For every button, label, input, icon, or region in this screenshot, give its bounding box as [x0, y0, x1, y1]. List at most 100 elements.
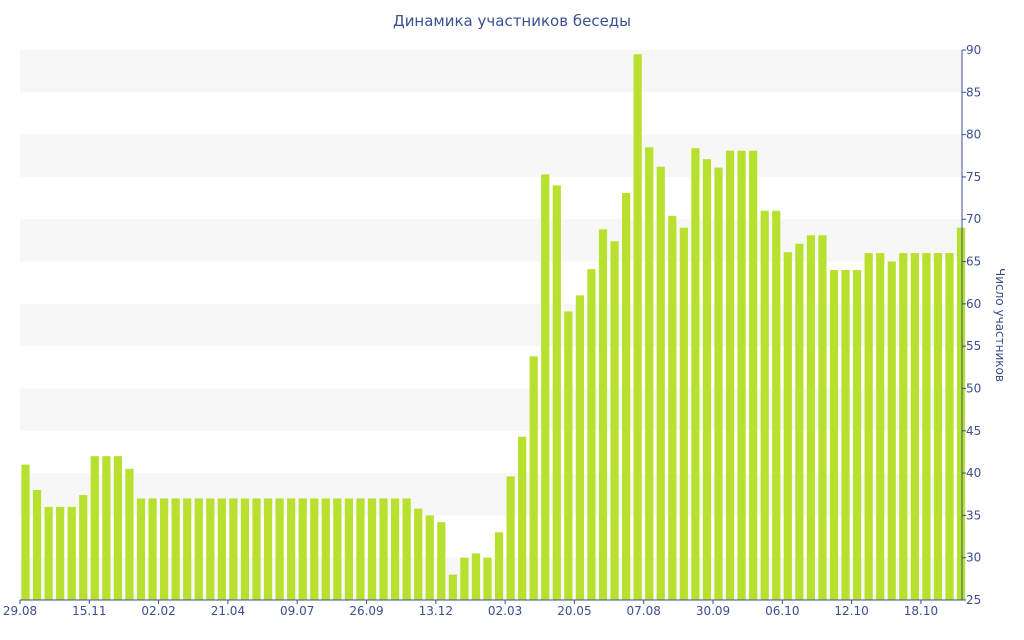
x-tick-label: 02.03 [488, 604, 522, 618]
bar [633, 54, 642, 601]
bar [44, 506, 53, 600]
bar [414, 508, 423, 600]
y-tick-label: 60 [966, 297, 981, 311]
x-tick-label: 07.08 [627, 604, 661, 618]
bar [275, 498, 284, 600]
x-tick-label: 30.09 [696, 604, 730, 618]
grid-bands [20, 50, 962, 600]
x-tick-label: 15.11 [72, 604, 106, 618]
bar [113, 456, 122, 600]
bar [79, 495, 88, 600]
bar [32, 490, 42, 600]
bar [806, 235, 815, 600]
bar [656, 166, 665, 600]
chart-title: Динамика участников беседы [392, 12, 632, 30]
bar [506, 476, 515, 600]
x-tick-label: 20.05 [557, 604, 591, 618]
y-tick-label: 65 [966, 255, 981, 269]
y-tick-label: 40 [966, 466, 981, 480]
bar [622, 193, 631, 600]
bar [795, 243, 804, 600]
bar [887, 261, 896, 600]
bar [829, 270, 839, 600]
y-axis-ticks: 25 30 35 40 45 50 55 60 65 70 75 80 85 90 [962, 43, 981, 607]
bar [552, 185, 561, 600]
x-tick-label: 12.10 [834, 604, 868, 618]
bar [575, 295, 584, 600]
bar [287, 498, 296, 600]
y-tick-label: 35 [966, 508, 981, 522]
bar [587, 269, 596, 600]
bar [691, 148, 700, 600]
bar [263, 498, 273, 600]
bar [229, 498, 238, 600]
y-tick-label: 30 [966, 551, 981, 565]
bar [102, 456, 111, 600]
axes [20, 50, 963, 601]
x-tick-label: 29.08 [3, 604, 37, 618]
bar [737, 150, 746, 600]
bar [864, 253, 873, 600]
y-tick-label: 80 [966, 128, 981, 142]
bar [344, 498, 353, 600]
bar [772, 210, 781, 600]
grid-band [20, 303, 962, 347]
bar [494, 532, 504, 600]
x-tick-label: 13.12 [419, 604, 453, 618]
y-tick-label: 50 [966, 381, 981, 395]
y-tick-label: 70 [966, 212, 981, 226]
bar [391, 498, 400, 600]
bar-series [21, 54, 966, 601]
bar [240, 498, 250, 600]
bar [402, 498, 411, 600]
x-tick-label: 09.07 [280, 604, 314, 618]
bar [310, 498, 319, 600]
bar [945, 253, 954, 600]
bar [67, 506, 76, 600]
grid-band [20, 50, 962, 93]
bar [56, 506, 65, 600]
x-tick-label: 06.10 [765, 604, 799, 618]
x-tick-label: 18.10 [904, 604, 938, 618]
grid-band [20, 134, 962, 177]
bar [518, 436, 527, 600]
bar [460, 557, 469, 600]
bar [125, 468, 134, 600]
bar [725, 150, 735, 600]
bar [217, 498, 226, 600]
bar [194, 498, 203, 600]
bar [818, 235, 827, 600]
bar [841, 270, 850, 600]
bar [598, 229, 608, 600]
bar [367, 498, 377, 600]
y-tick-label: 55 [966, 339, 981, 353]
bar [321, 498, 330, 600]
bar [714, 167, 723, 600]
bar [899, 253, 908, 600]
bar [679, 227, 688, 600]
bar [356, 498, 365, 600]
bar [471, 553, 481, 600]
bar [448, 574, 457, 600]
bar [183, 498, 192, 600]
bar [252, 498, 261, 600]
bar [425, 515, 434, 600]
bar [668, 215, 677, 600]
bar [136, 498, 146, 600]
y-tick-label: 45 [966, 424, 981, 438]
bar [437, 522, 446, 600]
bar [910, 253, 919, 600]
bar [541, 174, 550, 600]
bar [148, 498, 157, 600]
x-tick-label: 26.09 [349, 604, 383, 618]
bar [529, 356, 538, 600]
bar [206, 498, 215, 600]
grid-band [20, 219, 962, 262]
bar [160, 498, 169, 600]
y-axis-title: Число участников [993, 268, 1007, 382]
bar [956, 227, 966, 600]
bar [171, 498, 180, 600]
bar [922, 253, 931, 600]
bar [783, 252, 792, 601]
